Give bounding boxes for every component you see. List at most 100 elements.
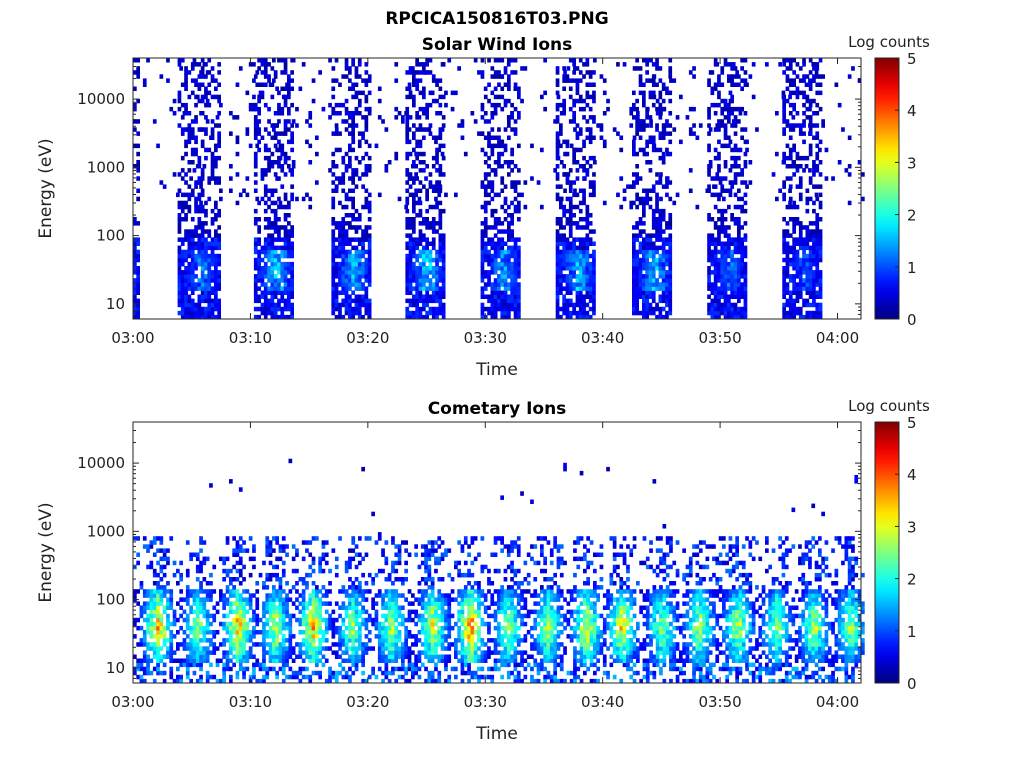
sw-cell [263, 294, 268, 299]
sw-cell [338, 261, 342, 267]
sw-bg-cell [821, 119, 825, 124]
sw-cell [645, 290, 649, 295]
sw-cell [651, 217, 656, 222]
sw-cell [727, 204, 731, 210]
sw-bg-cell [454, 90, 458, 96]
sw-cell [743, 302, 748, 308]
sw-cell [263, 168, 268, 173]
sw-cell [658, 298, 663, 304]
sw-cell [257, 229, 261, 234]
sw-cell [655, 62, 659, 67]
ci-cell [238, 634, 243, 639]
sw-cell [655, 237, 659, 242]
ci-cell [189, 638, 193, 643]
sw-cell [559, 266, 563, 271]
sw-cell [812, 66, 816, 71]
ci-cell [212, 605, 217, 610]
ci-cell [166, 625, 170, 631]
sw-cell [354, 111, 359, 116]
sw-cell [338, 237, 342, 242]
sw-cell [136, 282, 140, 287]
ci-cell [238, 658, 243, 663]
sw-cell [713, 306, 718, 312]
ci-cell [242, 609, 246, 615]
sw-cell [197, 286, 202, 291]
sw-cell [351, 196, 355, 202]
ci-cell [146, 548, 150, 553]
sw-cell [782, 115, 786, 120]
sw-cell [740, 127, 744, 132]
sw-cell [422, 249, 426, 255]
sw-cell [785, 176, 790, 181]
sw-cell [190, 233, 195, 238]
sw-cell [405, 208, 410, 214]
sw-cell [367, 261, 372, 267]
sw-bg-cell [199, 111, 203, 116]
sw-cell [815, 233, 820, 238]
sw-cell [788, 62, 793, 67]
sw-cell [642, 298, 646, 304]
x-tick-label: 03:00 [111, 329, 154, 347]
sw-cell [263, 298, 268, 304]
sw-cell [497, 94, 501, 100]
sw-cell [277, 302, 281, 308]
sw-cell [493, 70, 498, 75]
sw-cell [661, 261, 666, 267]
sw-cell [267, 221, 271, 226]
sw-cell [632, 253, 636, 259]
sw-cell [798, 257, 803, 263]
ci-cell [219, 678, 223, 684]
sw-cell [180, 237, 185, 242]
ci-cell [222, 597, 226, 602]
sw-cell [665, 286, 669, 291]
sw-cell [658, 217, 663, 222]
sw-cell [200, 274, 205, 279]
sw-cell [710, 310, 715, 316]
sw-cell [490, 298, 495, 304]
sw-cell [341, 221, 346, 226]
sw-cell [655, 261, 659, 267]
sw-cell [565, 249, 570, 255]
sw-cell [364, 249, 369, 255]
sw-bg-cell [159, 180, 164, 185]
ci-cell [169, 593, 174, 598]
sw-cell [133, 245, 137, 251]
sw-cell [575, 168, 580, 173]
ci-cell [142, 678, 147, 684]
sw-cell [431, 98, 436, 104]
sw-cell [184, 249, 188, 255]
sw-bg-cell [394, 62, 399, 67]
sw-cell [277, 290, 281, 295]
sw-cell [638, 78, 643, 83]
ci-cell [222, 650, 226, 655]
sw-cell [493, 314, 498, 320]
sw-cell [217, 274, 221, 279]
sw-cell [214, 245, 218, 251]
sw-bg-cell [338, 131, 342, 136]
sw-cell [428, 58, 433, 63]
sw-cell [194, 310, 198, 316]
sw-cell [331, 286, 336, 291]
sw-cell [565, 257, 570, 263]
sw-cell [572, 282, 576, 287]
sw-cell [408, 274, 413, 279]
sw-cell [351, 310, 355, 316]
sw-cell [635, 249, 639, 255]
ci-cell [252, 564, 256, 570]
sw-cell [428, 249, 433, 255]
ci-cell [189, 625, 193, 631]
sw-bg-cell [493, 106, 498, 112]
sw-cell [559, 221, 563, 226]
sw-cell [217, 270, 221, 275]
sw-cell [348, 306, 352, 312]
ci-cell [199, 654, 203, 659]
ci-cell [202, 650, 207, 655]
sw-bg-cell [205, 98, 210, 104]
sw-bg-cell [272, 78, 276, 83]
sw-cell [357, 298, 362, 304]
sw-cell [194, 261, 198, 267]
sw-cell [422, 233, 426, 238]
sw-cell [257, 147, 261, 153]
sw-cell [743, 221, 748, 226]
sw-cell [658, 102, 663, 108]
